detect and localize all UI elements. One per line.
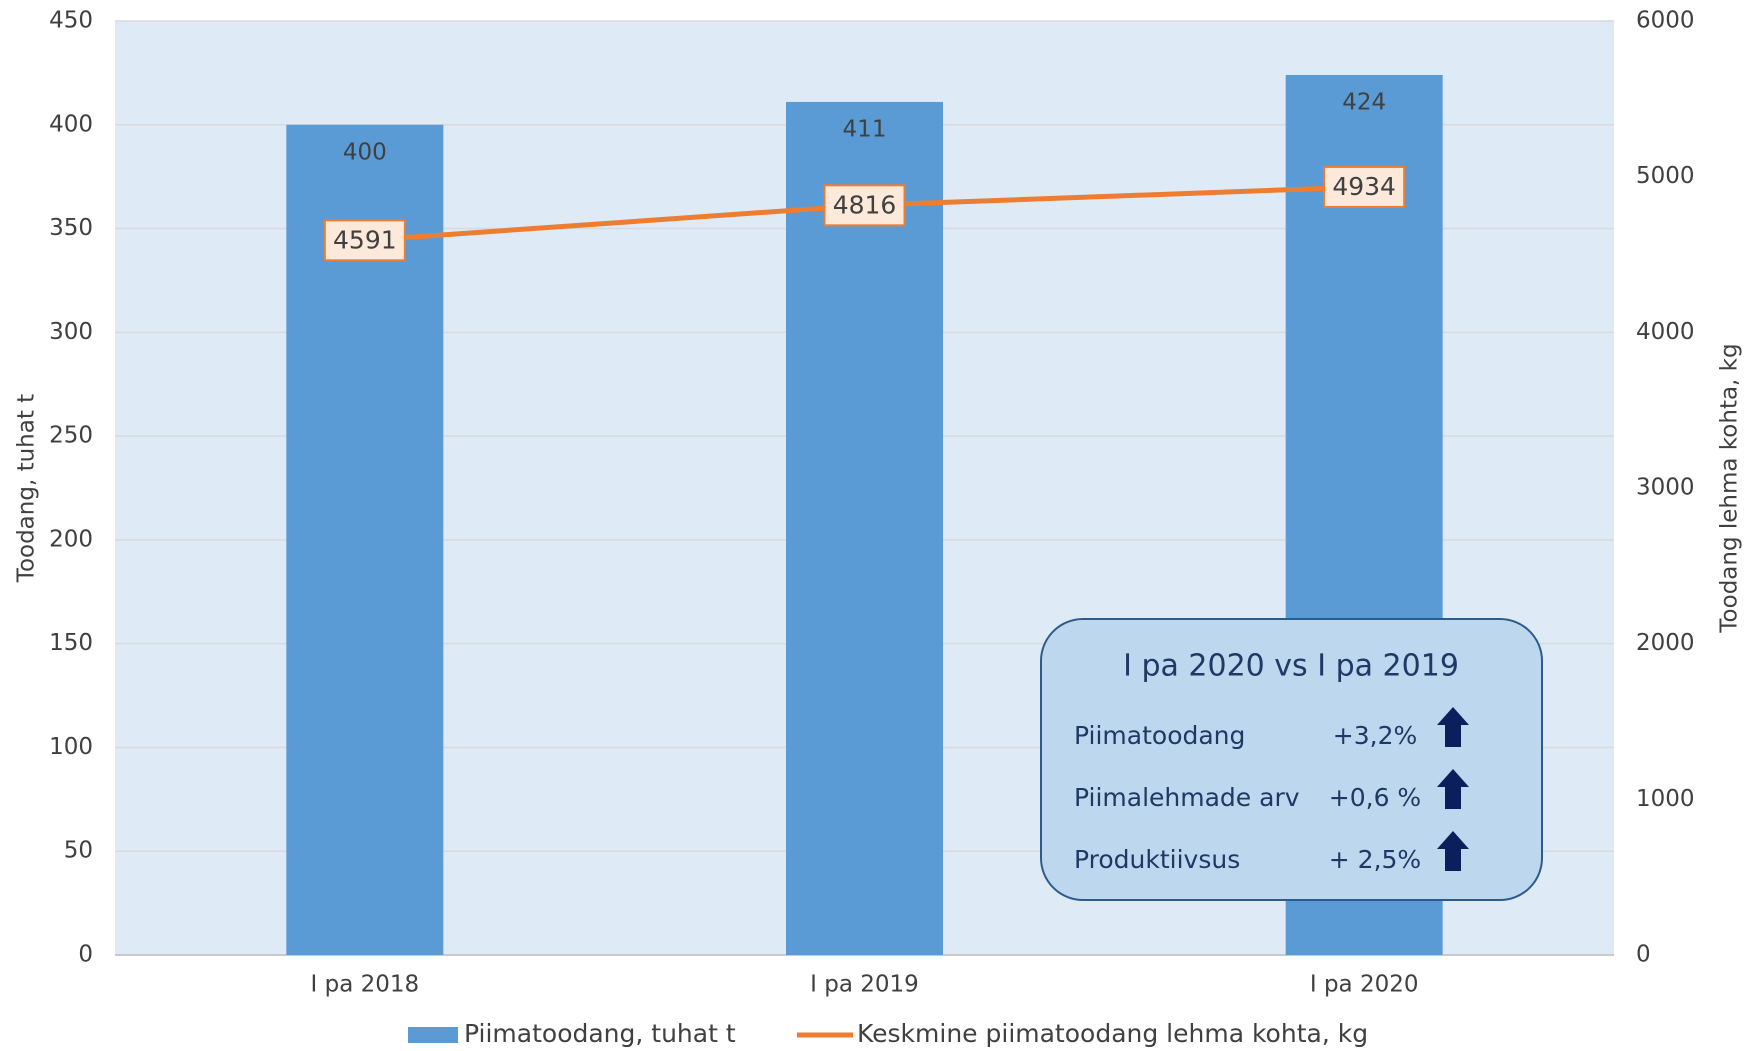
- legend-label: Keskmine piimatoodang lehma kohta, kg: [857, 1019, 1368, 1048]
- y-tick-label: 400: [49, 111, 93, 137]
- label-box: [1323, 165, 1406, 208]
- line-value-text: 4934: [1332, 172, 1396, 201]
- y-tick-label: 450: [49, 8, 93, 34]
- y2-tick-label: 6000: [1636, 8, 1695, 34]
- bar-value-label: 424: [1342, 89, 1386, 115]
- x-tick-label: I pa 2018: [311, 972, 420, 998]
- comparison-bg: [1040, 618, 1543, 901]
- legend-label: Piimatoodang, tuhat t: [464, 1019, 736, 1048]
- y2-tick-label: 4000: [1636, 319, 1695, 345]
- line-value-label: 4591: [323, 219, 406, 262]
- up-arrow: [1437, 707, 1469, 747]
- y-tick-label: 250: [49, 423, 93, 449]
- bar-value-label: 411: [843, 116, 887, 142]
- x-tick-label: I pa 2019: [810, 972, 919, 998]
- y2-tick-label: 0: [1636, 942, 1651, 968]
- line-value-text: 4816: [833, 190, 897, 219]
- y2-tick-label: 3000: [1636, 475, 1695, 501]
- bar: [286, 124, 444, 956]
- comparison-change: +3,2%: [1333, 721, 1417, 750]
- x-tick-label: I pa 2020: [1310, 972, 1419, 998]
- up-arrow: [1437, 769, 1469, 809]
- line-value-label: 4934: [1323, 165, 1406, 208]
- y-tick-label: 150: [49, 630, 93, 656]
- comparison-box: I pa 2020 vs I pa 2019 Piimatoodang +3,2% P…: [1040, 618, 1543, 901]
- y-axis-label: Toodang, tuhat t: [14, 394, 40, 583]
- legend-swatch: [408, 1027, 458, 1043]
- y-tick-label: 0: [78, 942, 93, 968]
- y-tick-label: 300: [49, 319, 93, 345]
- y2-tick-label: 1000: [1636, 786, 1695, 812]
- y-tick-label: 350: [49, 215, 93, 241]
- label-box: [823, 184, 906, 227]
- y-tick-label: 50: [64, 838, 93, 864]
- bar-value-label: 400: [343, 139, 387, 165]
- comparison-label: Piimalehmade arv: [1074, 783, 1300, 812]
- y2-axis-label: Toodang lehma kohta, kg: [1717, 343, 1743, 633]
- line-value-text: 4591: [333, 225, 397, 254]
- bar: [786, 101, 943, 956]
- y-tick-label: 200: [49, 526, 93, 552]
- label-box: [323, 219, 406, 262]
- y2-tick-label: 5000: [1636, 163, 1695, 189]
- comparison-change: + 2,5%: [1329, 845, 1421, 874]
- comparison-change: +0,6 %: [1329, 783, 1421, 812]
- line-value-label: 4816: [823, 184, 906, 227]
- y-tick-label: 100: [49, 734, 93, 760]
- comparison-title: I pa 2020 vs I pa 2019: [1123, 649, 1459, 684]
- comparison-label: Piimatoodang: [1074, 721, 1245, 750]
- comparison-label: Produktiivsus: [1074, 845, 1240, 874]
- y2-tick-label: 2000: [1636, 630, 1695, 656]
- up-arrow: [1437, 831, 1469, 871]
